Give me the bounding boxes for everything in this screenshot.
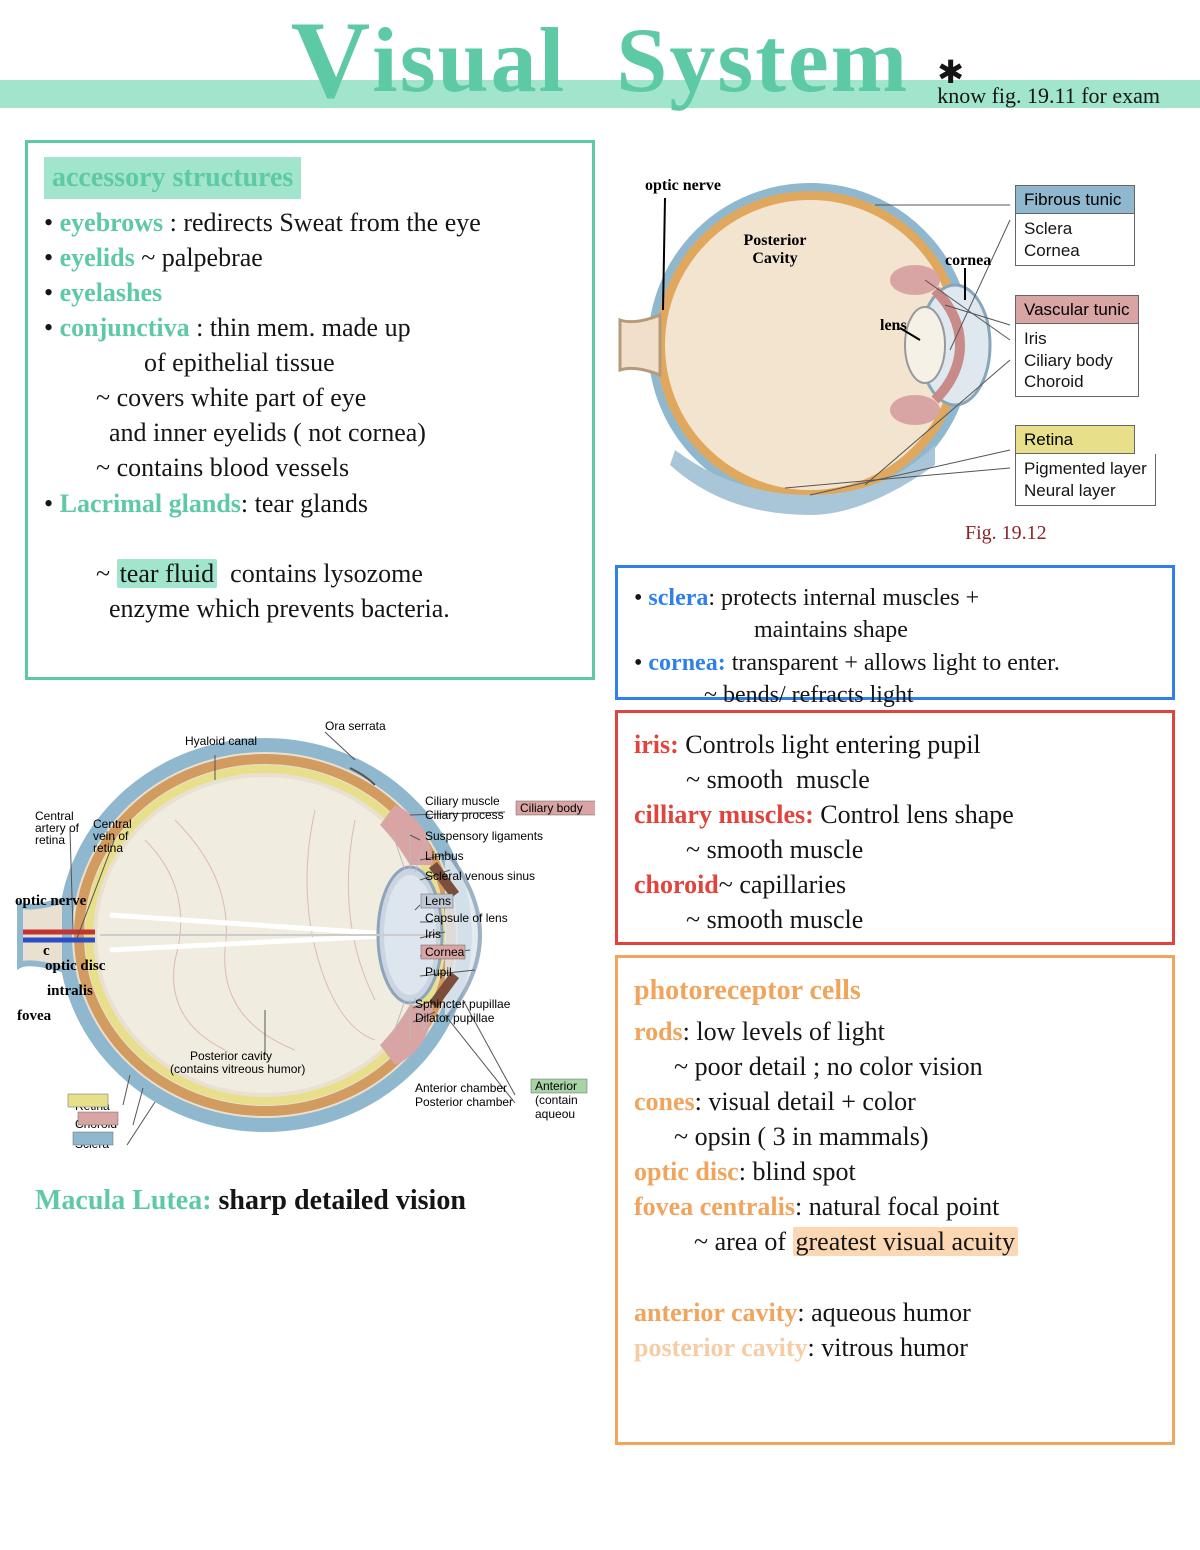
svg-text:fovea: fovea [17, 1008, 52, 1024]
svg-text:lens: lens [880, 317, 907, 334]
svg-text:Anterior: Anterior [535, 1079, 577, 1093]
svg-text:Suspensory ligaments: Suspensory ligaments [425, 829, 543, 843]
accessory-content: • eyebrows : redirects Sweat from the ey… [44, 205, 576, 626]
svg-text:aqueou: aqueou [535, 1107, 575, 1121]
fibrous-content: • sclera: protects internal muscles +mai… [634, 582, 1156, 712]
fibrous-box: • sclera: protects internal muscles +mai… [615, 565, 1175, 700]
svg-text:Ora serrata: Ora serrata [325, 719, 386, 733]
accessory-box: accessory structures • eyebrows : redire… [25, 140, 595, 680]
svg-text:Dilator pupillae: Dilator pupillae [415, 1011, 495, 1025]
macula-line: Macula Lutea: sharp detailed vision [35, 1185, 466, 1217]
svg-text:(contain: (contain [535, 1093, 578, 1107]
svg-text:Iris: Iris [425, 927, 441, 941]
svg-text:Ciliary process: Ciliary process [425, 808, 504, 822]
macula-term: Macula Lutea: [35, 1185, 212, 1216]
svg-text:(contains vitreous humor): (contains vitreous humor) [170, 1062, 305, 1076]
svg-text:Central artery of retina: Central artery of retina [35, 809, 82, 847]
macula-text: sharp detailed vision [219, 1185, 466, 1216]
svg-text:Posterior chamber: Posterior chamber [415, 1095, 513, 1109]
svg-text:Cornea: Cornea [425, 945, 465, 959]
tunic-box: Fibrous tunicScleraCornea [1015, 185, 1135, 266]
svg-text:cornea: cornea [945, 252, 991, 269]
svg-text:Hyaloid canal: Hyaloid canal [185, 734, 257, 748]
svg-text:Ciliary body: Ciliary body [520, 801, 583, 815]
retina-content: rods: low levels of light~ poor detail ;… [634, 1014, 1156, 1365]
vascular-content: iris: Controls light entering pupil~ smo… [634, 727, 1156, 938]
vascular-box: iris: Controls light entering pupil~ smo… [615, 710, 1175, 945]
accessory-heading: accessory structures [44, 157, 301, 199]
svg-text:intralis: intralis [47, 983, 93, 999]
svg-text:Posterior cavity: Posterior cavity [190, 1049, 272, 1063]
tunic-box: RetinaPigmented layerNeural layer [1015, 425, 1156, 506]
exam-note: ✱ know fig. 19.11 for exam [937, 55, 1160, 108]
svg-text:Pupil: Pupil [425, 965, 452, 979]
exam-note-text: know fig. 19.11 for exam [937, 83, 1160, 108]
svg-text:Sphincter pupillae: Sphincter pupillae [415, 997, 511, 1011]
figure-19-10: Hyaloid canalCentral artery of retina Ce… [15, 700, 595, 1170]
svg-text:Ciliary muscle: Ciliary muscle [425, 794, 500, 808]
figure-19-12: optic nerve PosteriorCavity lens cornea … [615, 150, 1170, 550]
svg-text:Lens: Lens [425, 894, 451, 908]
svg-text:c: c [43, 943, 50, 959]
retina-box: photoreceptor cells rods: low levels of … [615, 955, 1175, 1445]
fig12-caption: Fig. 19.12 [965, 522, 1047, 545]
svg-text:optic disc: optic disc [45, 958, 106, 974]
retina-heading: photoreceptor cells [634, 972, 861, 1010]
svg-text:Capsule of lens: Capsule of lens [425, 911, 508, 925]
svg-text:Scleral venous sinus: Scleral venous sinus [425, 869, 535, 883]
svg-text:optic nerve: optic nerve [15, 893, 87, 909]
svg-text:Limbus: Limbus [425, 849, 464, 863]
svg-text:Anterior chamber: Anterior chamber [415, 1081, 507, 1095]
svg-text:PosteriorCavity: PosteriorCavity [743, 232, 806, 267]
svg-text:optic nerve: optic nerve [645, 177, 721, 194]
tunic-box: Vascular tunicIrisCiliary bodyChoroid [1015, 295, 1139, 397]
